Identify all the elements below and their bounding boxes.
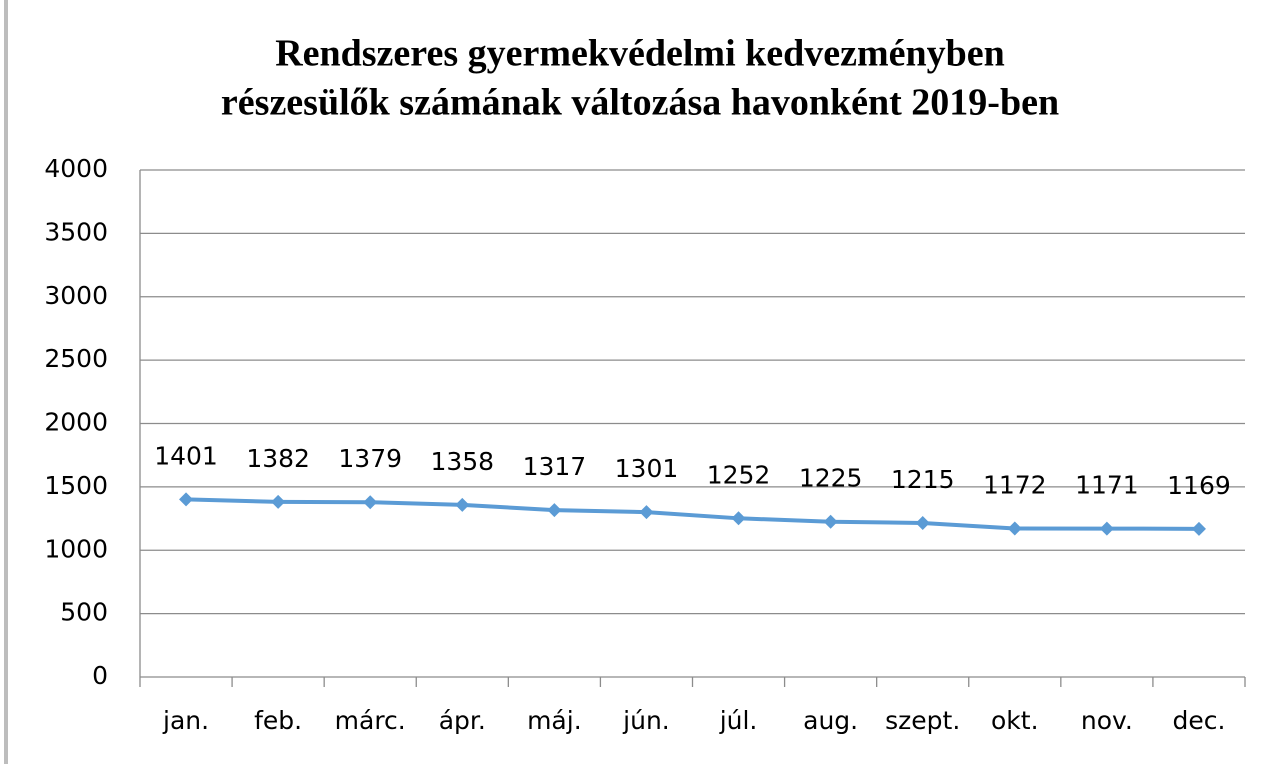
x-tick-label: júl. xyxy=(719,706,758,735)
x-tick-label: feb. xyxy=(254,706,302,735)
data-label: 1169 xyxy=(1167,471,1231,500)
x-tick-label: máj. xyxy=(527,706,582,735)
x-tick-label: márc. xyxy=(335,706,406,735)
y-tick-label: 0 xyxy=(92,661,108,690)
marker xyxy=(639,505,654,520)
x-tick-label: aug. xyxy=(803,706,858,735)
x-tick-label: ápr. xyxy=(439,706,486,735)
data-label: 1401 xyxy=(154,441,218,470)
y-tick-label: 2000 xyxy=(44,408,108,437)
y-tick-label: 4000 xyxy=(44,154,108,183)
y-tick-label: 500 xyxy=(60,598,108,627)
y-tick-label: 1000 xyxy=(44,534,108,563)
marker xyxy=(1099,521,1114,536)
marker xyxy=(271,494,286,509)
frame-shadow xyxy=(4,0,8,764)
data-label: 1252 xyxy=(707,460,771,489)
marker xyxy=(731,511,746,526)
x-tick-label: nov. xyxy=(1081,706,1133,735)
data-label: 1225 xyxy=(799,464,863,493)
marker xyxy=(1191,521,1206,536)
y-tick-label: 3500 xyxy=(44,217,108,246)
x-tick-label: okt. xyxy=(991,706,1039,735)
data-label: 1172 xyxy=(983,470,1047,499)
data-label: 1382 xyxy=(246,444,310,473)
x-tick-label: jan. xyxy=(162,706,209,735)
chart-title: részesülők számának változása havonként … xyxy=(221,82,1059,124)
data-label: 1171 xyxy=(1075,471,1139,500)
marker xyxy=(823,514,838,529)
x-tick-label: dec. xyxy=(1172,706,1225,735)
data-label: 1358 xyxy=(430,447,494,476)
x-tick-label: szept. xyxy=(885,706,960,735)
y-tick-label: 2500 xyxy=(44,344,108,373)
y-tick-label: 1500 xyxy=(44,471,108,500)
data-label: 1317 xyxy=(523,452,587,481)
chart-title: Rendszeres gyermekvédelmi kedvezményben xyxy=(275,33,1005,75)
y-tick-label: 3000 xyxy=(44,281,108,310)
data-label: 1301 xyxy=(615,454,679,483)
marker xyxy=(1007,521,1022,536)
marker xyxy=(915,515,930,530)
marker xyxy=(179,492,194,507)
data-label: 1215 xyxy=(891,465,955,494)
x-tick-label: jún. xyxy=(622,706,670,735)
data-label: 1379 xyxy=(338,444,402,473)
marker xyxy=(363,495,378,510)
line xyxy=(185,497,1199,531)
marker xyxy=(455,497,470,512)
marker xyxy=(547,503,562,518)
